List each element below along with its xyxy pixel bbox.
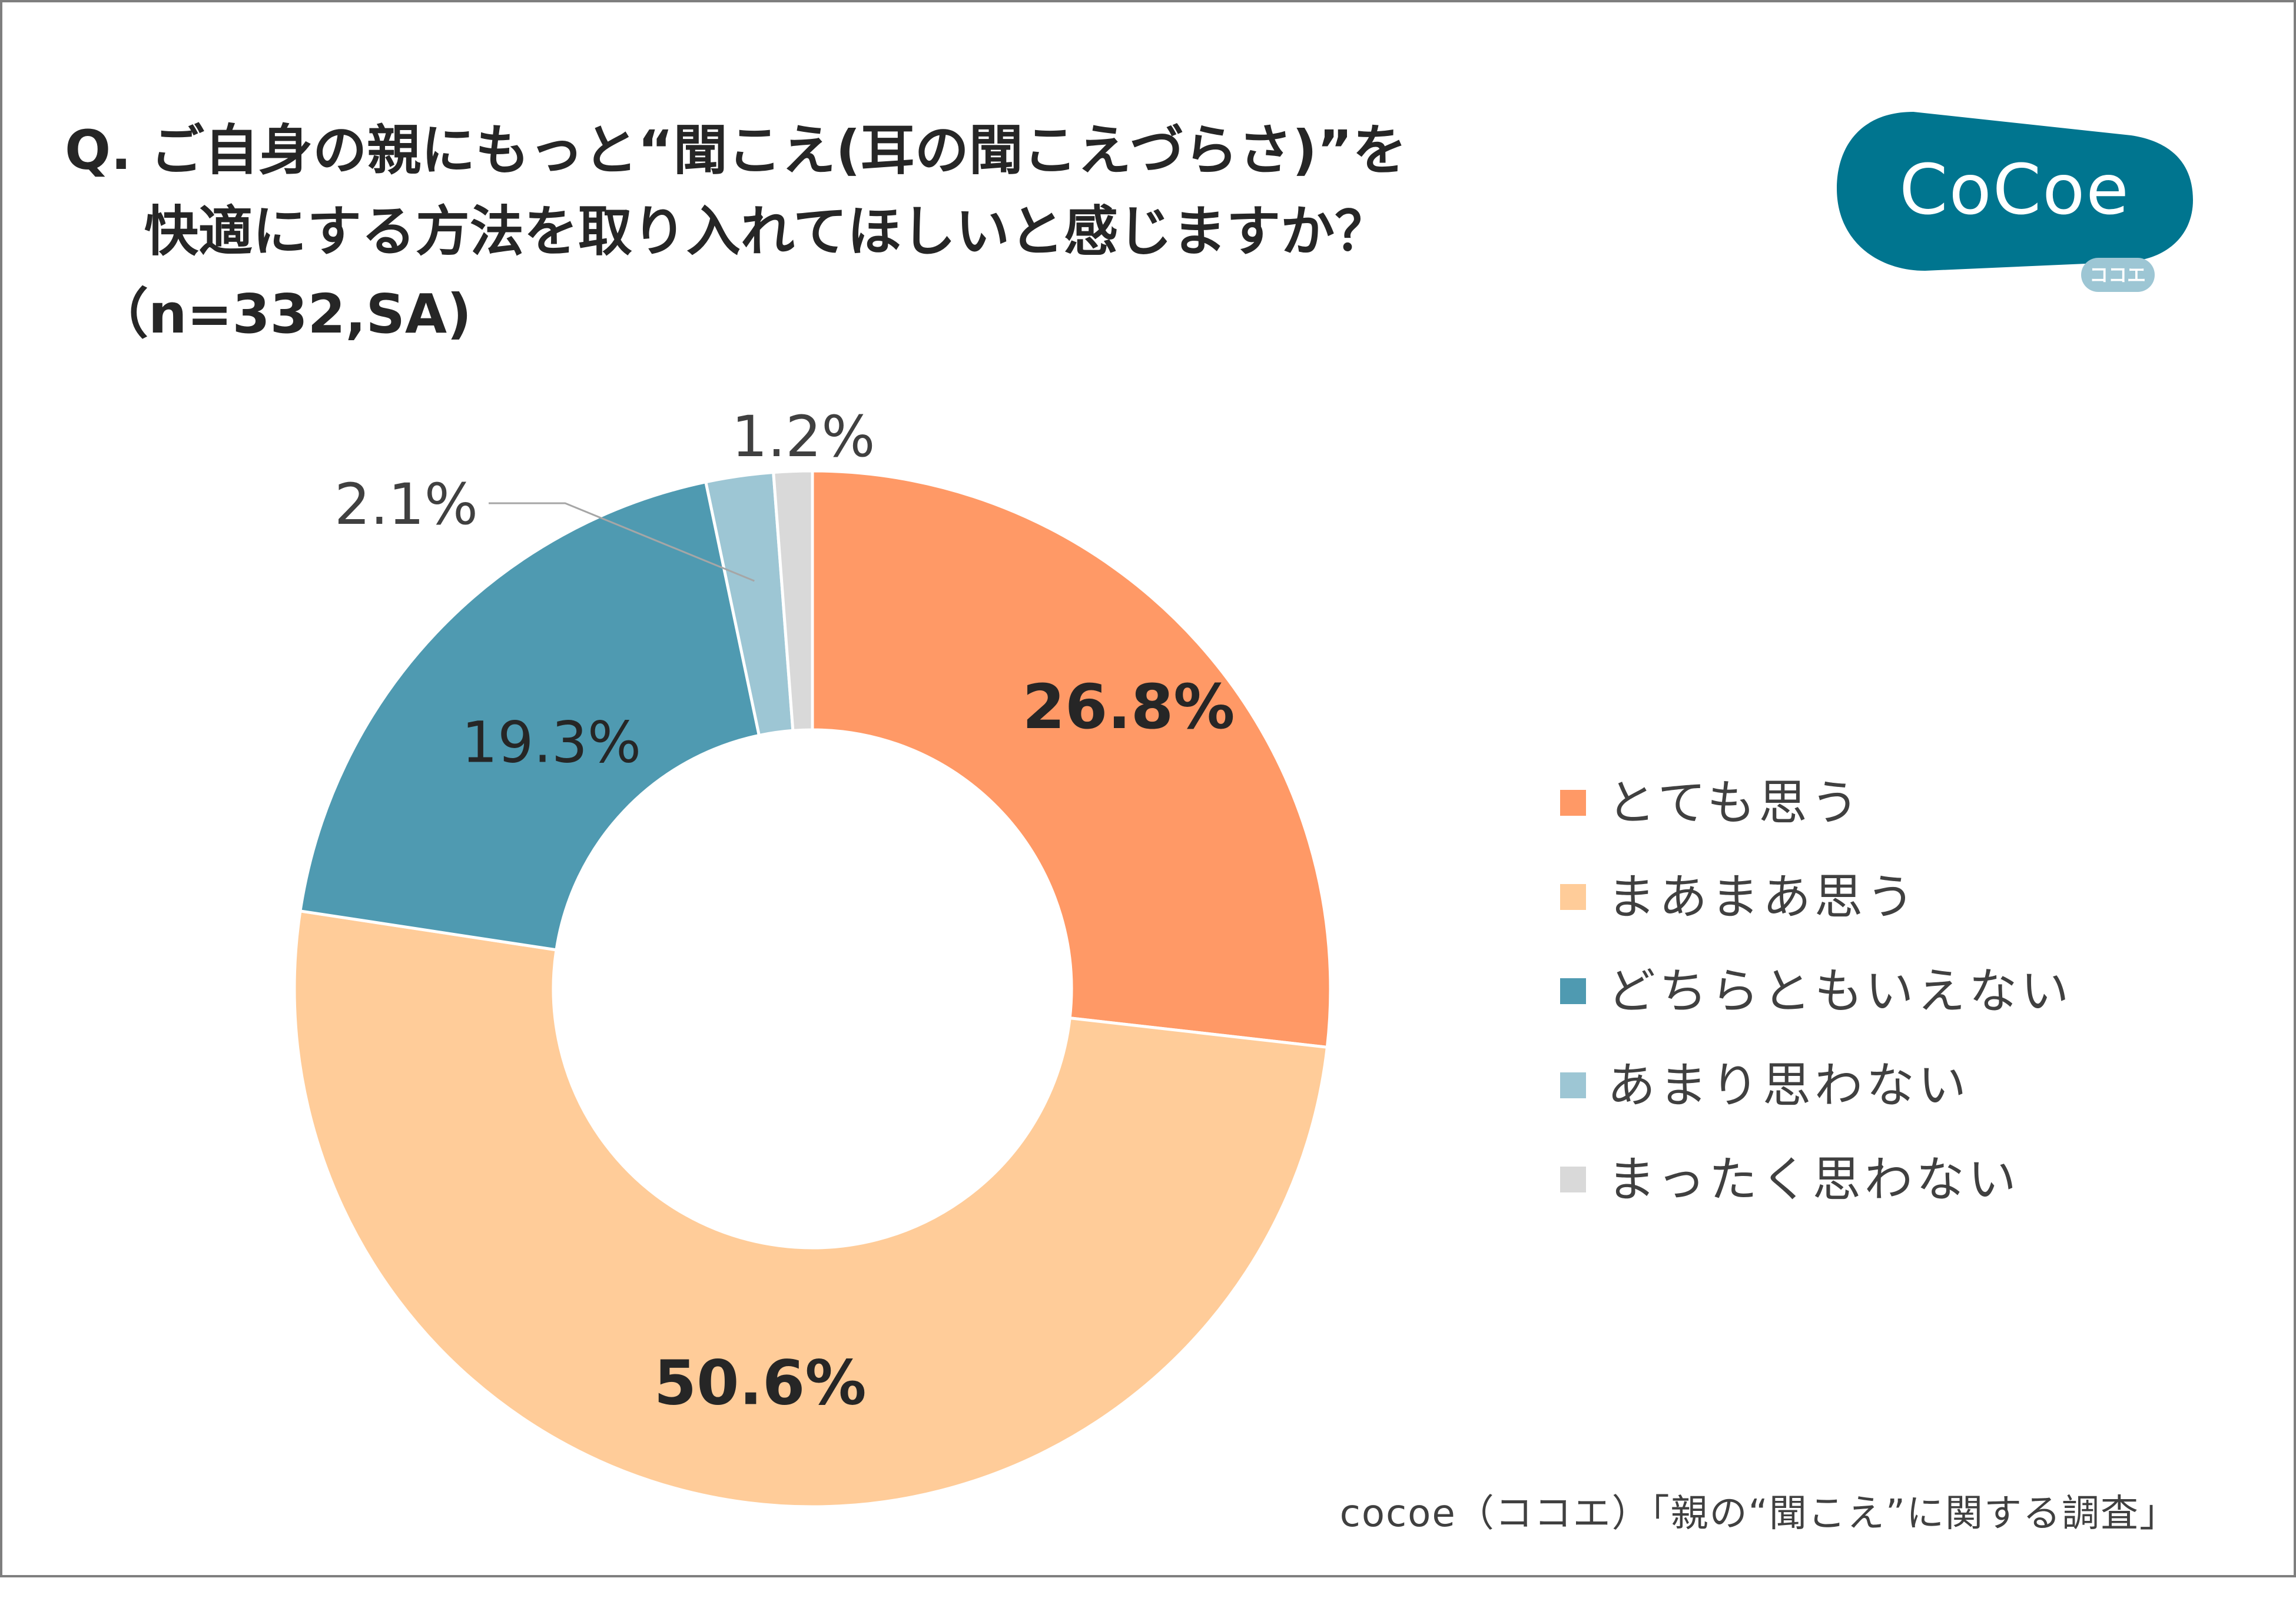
logo-sub-pill	[2081, 258, 2155, 292]
chart-title-line-3: （n=332,SA)	[94, 283, 472, 345]
value-label-neither: 19.3%	[462, 710, 641, 776]
slices-group	[293, 469, 1332, 1509]
legend-swatch-very	[1560, 790, 1586, 816]
slice-not-at-all	[772, 469, 814, 732]
legend-label-somewhat: まあまあ思う	[1607, 869, 1919, 925]
legend-label-not-at-all: まったく思わない	[1607, 1152, 2020, 1208]
logo-badge-shape	[1837, 112, 2193, 271]
legend-swatch-not-at-all	[1560, 1167, 1586, 1192]
value-label-very: 26.8%	[1023, 671, 1235, 743]
legend-swatch-not-really	[1560, 1072, 1586, 1098]
logo-sub-text: ココエ	[2089, 264, 2146, 286]
legend-label-very: とても思う	[1607, 775, 1863, 831]
slice-neither	[298, 480, 761, 952]
legend-label-neither: どちらともいえない	[1607, 964, 2073, 1019]
logo-wordmark: CoCoe	[1899, 149, 2130, 230]
slice-somewhat	[293, 909, 1329, 1509]
cocoe-logo: CoCoe ココエ	[1837, 112, 2193, 292]
value-label-not-really: 2.1%	[334, 471, 478, 537]
value-labels-group: 26.8% 50.6% 19.3% 2.1% 1.2%	[334, 404, 1235, 1419]
leader-lines-group	[489, 502, 755, 582]
chart-title-line-2: 快適にする方法を取り入れてほしいと感じますか？	[144, 200, 1389, 263]
legend-swatch-neither	[1560, 978, 1586, 1004]
legend-label-not-really: あまり思わない	[1607, 1058, 1970, 1114]
value-label-not-at-all: 1.2%	[732, 404, 875, 470]
legend-swatch-somewhat	[1560, 884, 1586, 910]
value-label-somewhat: 50.6%	[654, 1347, 867, 1419]
source-note: cocoe（ココエ）「親の“聞こえ”に関する調査」	[1339, 1492, 2178, 1536]
slice-very	[811, 469, 1332, 1049]
leader-line-not-really	[489, 502, 755, 582]
chart-title-line-1: Q. ご自身の親にもっと“聞こえ(耳の聞こえづらさ)”を	[65, 119, 1407, 182]
